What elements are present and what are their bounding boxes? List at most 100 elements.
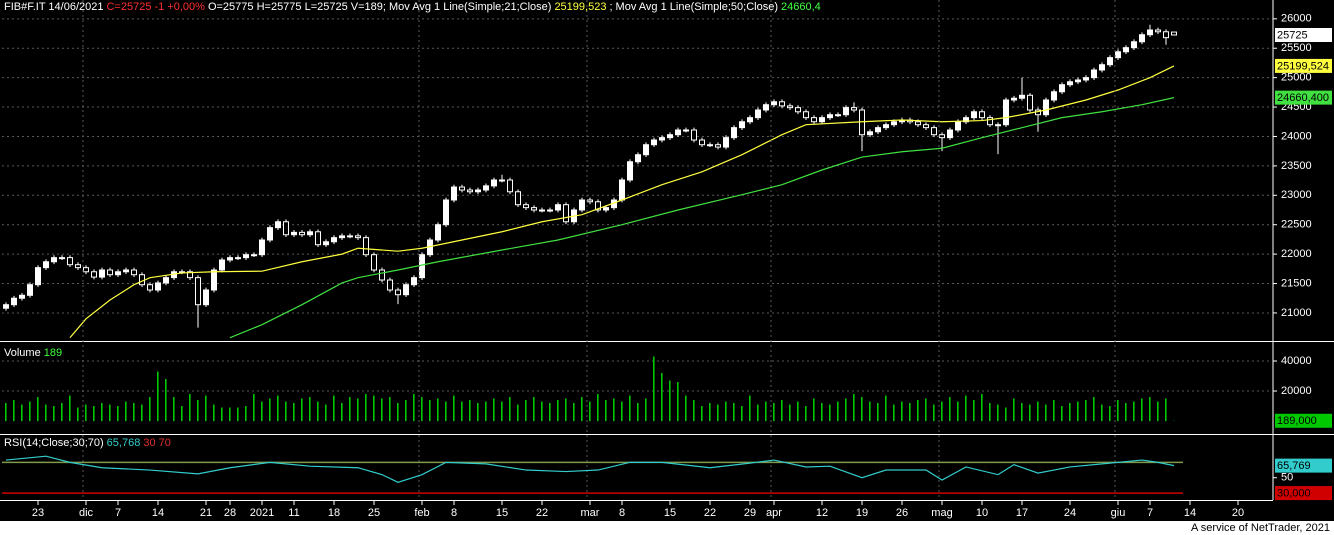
candle-body: [755, 109, 761, 119]
candle-body: [1099, 64, 1105, 71]
volume-bar: [405, 400, 407, 422]
candle-body: [475, 189, 481, 193]
candle-body: [387, 279, 393, 291]
candle-body: [603, 207, 609, 211]
candle-body: [67, 257, 73, 266]
volume-bar: [117, 406, 119, 422]
volume-bar: [1093, 397, 1095, 422]
candle-body: [275, 221, 281, 229]
y-tick-label: 26000: [1281, 13, 1312, 25]
volume-bar: [389, 397, 391, 422]
candle-body: [955, 121, 961, 131]
volume-bar: [197, 400, 199, 422]
volume-bar: [1085, 400, 1087, 422]
candle-body: [83, 267, 89, 273]
volume-bar: [85, 404, 87, 422]
candle-body: [811, 117, 817, 123]
candle-body: [27, 284, 33, 296]
x-tick-label: mar: [581, 507, 600, 519]
volume-bar: [509, 397, 511, 422]
candle-body: [947, 129, 953, 139]
x-tick-label: giu: [1111, 507, 1126, 519]
candle-body: [1003, 99, 1009, 126]
y-tick-label: 40000: [1281, 355, 1312, 367]
volume-bar: [373, 395, 375, 422]
volume-bar: [589, 401, 591, 422]
candle-body: [739, 121, 745, 129]
candle-body: [875, 127, 881, 133]
last-volume-label-box: [1275, 413, 1332, 428]
candle-body: [771, 101, 777, 106]
header-part: FIB#F.IT 14/06/2021: [4, 1, 104, 13]
volume-bar: [293, 403, 295, 422]
candle-body: [1163, 31, 1169, 39]
volume-bar: [261, 401, 263, 422]
candle-body: [339, 235, 345, 239]
candle-body: [507, 179, 513, 193]
volume-bar: [109, 404, 111, 422]
candle-body: [75, 264, 81, 269]
volume-bar: [837, 401, 839, 422]
x-tick-label: 29: [744, 507, 756, 519]
candle-body: [787, 105, 793, 109]
y-tick-label: 22500: [1281, 219, 1312, 231]
candle-body: [643, 144, 649, 156]
candle-body: [715, 144, 721, 148]
last-value-label: 65,769: [1277, 460, 1311, 472]
volume-bar: [165, 379, 167, 422]
panel-title: Volume: [4, 347, 41, 359]
x-tick-label: 22: [536, 507, 548, 519]
candle-body: [683, 129, 689, 132]
volume-bar: [5, 403, 7, 422]
candle-body: [987, 117, 993, 126]
volume-bar: [229, 407, 231, 422]
x-tick-label: 15: [664, 507, 676, 519]
candle-body: [483, 185, 489, 191]
volume-bar: [757, 404, 759, 422]
volume-bar: [933, 404, 935, 422]
y-tick-label: 25500: [1281, 42, 1312, 54]
candle-body: [163, 277, 169, 284]
volume-bar: [893, 404, 895, 422]
last-value-label-box: [1275, 90, 1332, 105]
volume-bar: [613, 398, 615, 422]
panel-readout: 65,768: [106, 437, 141, 449]
candle-body: [851, 107, 857, 111]
volume-bar: [333, 395, 335, 422]
candle-body: [499, 179, 505, 182]
candle-body: [667, 134, 673, 139]
candle-body: [267, 227, 273, 241]
volume-bar: [381, 398, 383, 422]
volume-bar: [693, 400, 695, 422]
volume-bar: [189, 394, 191, 422]
candle-body: [139, 274, 145, 286]
volume-bar: [741, 406, 743, 422]
last-value-label: 25199,524: [1277, 60, 1329, 72]
candle-body: [1171, 31, 1177, 36]
volume-bar: [653, 356, 655, 422]
volume-bar: [501, 401, 503, 422]
volume-bar: [821, 403, 823, 422]
candle-body: [1067, 81, 1073, 86]
candle-body: [203, 289, 209, 306]
volume-bar: [541, 401, 543, 422]
volume-bar: [557, 400, 559, 422]
volume-bar: [1133, 401, 1135, 422]
candle-body: [451, 186, 457, 201]
candle-body: [187, 271, 193, 279]
x-tick-label: 24: [1064, 507, 1076, 519]
candle-body: [515, 191, 521, 206]
level-label-box: [1275, 486, 1332, 501]
candle-body: [1027, 94, 1033, 111]
volume-bar: [341, 403, 343, 422]
candle-body: [867, 131, 873, 136]
candle-body: [891, 121, 897, 126]
candle-body: [827, 114, 833, 119]
volume-bar: [421, 397, 423, 422]
x-tick-label: 23: [32, 507, 44, 519]
x-tick-label: 8: [619, 507, 625, 519]
candle-body: [707, 144, 713, 147]
candle-body: [1147, 29, 1153, 36]
x-tick-label: 7: [115, 507, 121, 519]
